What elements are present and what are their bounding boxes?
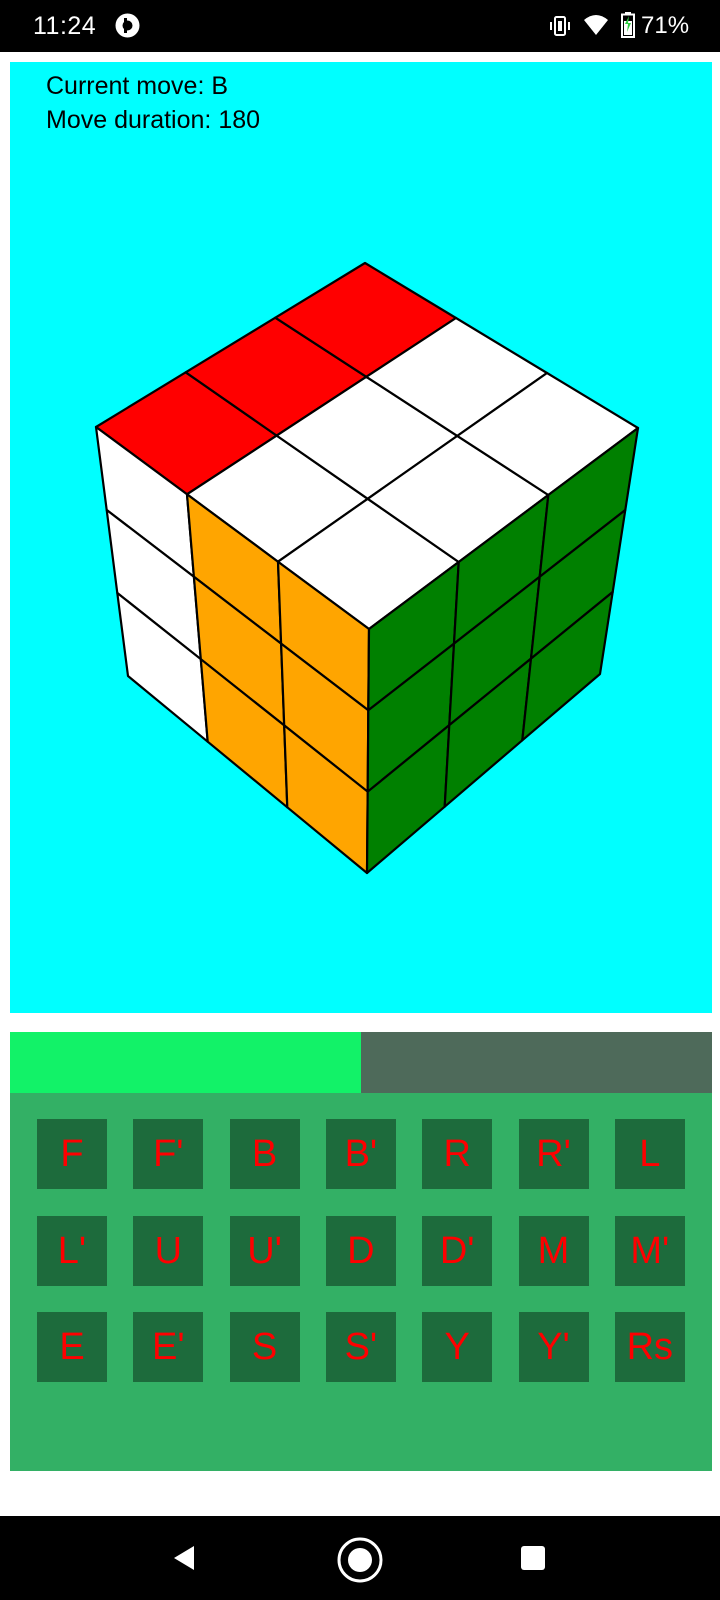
home-icon[interactable] <box>336 1536 384 1584</box>
move-button[interactable]: D' <box>422 1215 493 1286</box>
wifi-icon <box>584 15 608 35</box>
battery-percent: 71% <box>641 12 690 39</box>
status-bar: 11:24 71% <box>0 0 720 52</box>
move-button[interactable]: M' <box>614 1215 685 1286</box>
current-move-label: Current move: B <box>46 72 229 100</box>
navigation-bar <box>0 1516 720 1600</box>
move-button[interactable]: D <box>325 1215 396 1286</box>
cube-view[interactable]: Current move: B Move duration: 180 <box>10 62 712 1013</box>
move-button[interactable]: F' <box>133 1119 204 1189</box>
status-time: 11:24 <box>33 12 97 40</box>
back-icon[interactable] <box>170 1544 198 1572</box>
move-button[interactable]: R <box>422 1119 493 1189</box>
app-notification-icon <box>115 13 140 38</box>
move-button[interactable]: B <box>229 1119 300 1189</box>
battery-charging-icon <box>621 12 635 38</box>
move-button[interactable]: R' <box>518 1119 589 1189</box>
move-button[interactable]: E' <box>133 1312 204 1382</box>
vibrate-icon <box>550 16 570 36</box>
move-button[interactable]: U <box>133 1215 204 1286</box>
move-button[interactable]: Rs <box>614 1312 685 1382</box>
move-button[interactable]: L <box>614 1119 685 1189</box>
move-button[interactable]: Y' <box>518 1312 589 1382</box>
move-button[interactable]: B' <box>325 1119 396 1189</box>
move-duration-label: Move duration: 180 <box>46 106 261 134</box>
move-button[interactable]: L' <box>37 1215 107 1286</box>
move-button[interactable]: U' <box>229 1215 300 1286</box>
move-button[interactable]: E <box>37 1312 107 1382</box>
move-progress-fill <box>10 1032 361 1093</box>
move-button[interactable]: S' <box>325 1312 396 1382</box>
move-progress-bar <box>10 1032 712 1093</box>
move-button[interactable]: M <box>518 1215 589 1286</box>
right-sticker-green <box>521 590 614 742</box>
move-button[interactable]: S <box>229 1312 300 1382</box>
move-controls-panel: F F' B B' R R' L L' U U' D D' M M' E E' S S' Y Y' Rs <box>10 1093 712 1471</box>
move-button[interactable]: Y <box>422 1312 493 1382</box>
rubiks-cube[interactable] <box>10 62 712 1013</box>
move-button[interactable]: F <box>37 1119 107 1189</box>
recents-icon[interactable] <box>520 1545 546 1571</box>
